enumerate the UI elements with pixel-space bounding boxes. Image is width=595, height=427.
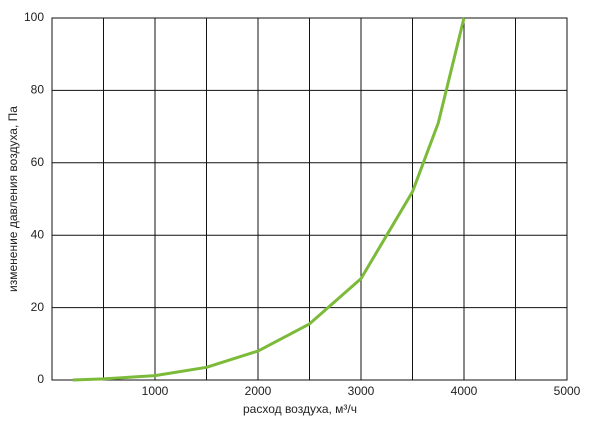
x-tick-label: 5000 — [554, 384, 581, 398]
y-tick-label: 0 — [37, 372, 44, 386]
y-axis-label: изменение давления воздуха, Па — [6, 106, 20, 292]
x-axis-label: расход воздуха, м³/ч — [243, 402, 357, 416]
x-tick-label: 1000 — [142, 384, 169, 398]
y-tick-label: 100 — [24, 10, 44, 24]
y-tick-label: 40 — [31, 227, 45, 241]
data-line — [72, 17, 466, 382]
x-tick-label: 2000 — [245, 384, 272, 398]
x-tick-label: 4000 — [451, 384, 478, 398]
y-tick-label: 80 — [31, 83, 45, 97]
y-tick-label: 20 — [31, 300, 45, 314]
x-tick-label: 3000 — [348, 384, 375, 398]
y-tick-label: 60 — [31, 155, 45, 169]
